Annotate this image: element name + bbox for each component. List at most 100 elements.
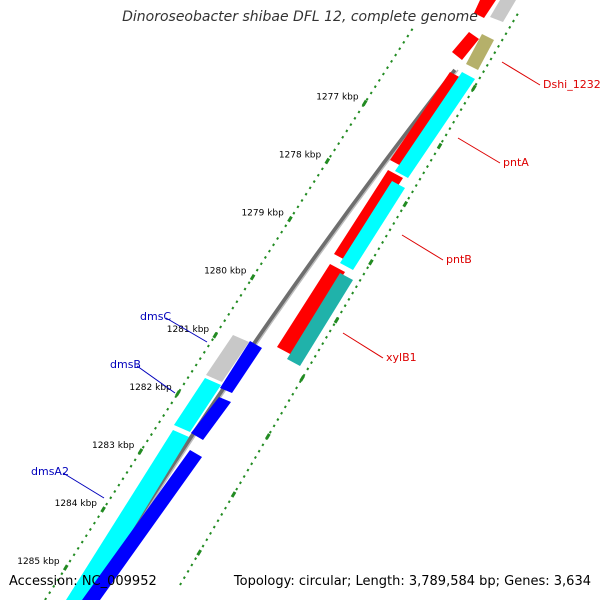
tick-dot [296,205,300,209]
gene-dmsC[interactable] [206,335,249,382]
tick-dot [105,502,109,506]
tick-dot [239,293,243,297]
tick-dot [317,348,321,352]
gene-red-2[interactable] [452,32,479,60]
tick-dot [250,462,254,466]
tick-dot [373,85,377,89]
tick-dot [60,572,64,576]
tick-dot [452,120,456,124]
tick-dot [402,40,406,44]
tick-dot [321,342,325,346]
gene-red-1[interactable] [474,0,496,18]
gene-dms-blue-c[interactable] [220,341,262,393]
tick-dot [497,44,500,48]
gene-Dshi_1232[interactable] [466,34,494,70]
tick-dot [298,380,302,384]
gene-cyan-pntB[interactable] [340,181,405,270]
tick-marks [62,84,477,571]
gene-label-dmsB: dmsB [110,358,141,371]
tick-dot [88,527,92,531]
gene-cyan-pntA[interactable] [395,72,475,178]
tick-dot [504,32,508,36]
tick-dot [72,553,76,557]
gene-dmsA2[interactable] [66,430,189,600]
tick-mark [299,375,305,382]
tick-dot [485,63,489,67]
tick-dot [351,291,355,295]
tick-dot [306,367,310,371]
tick-dot [259,262,263,266]
tick-dot [337,142,341,146]
tick-dot [117,483,121,487]
tick-dot [328,329,332,333]
tick-dot [283,405,287,409]
gene-gray-top[interactable] [490,0,516,22]
tick-dot [310,361,313,365]
tick-dot [76,546,80,550]
tick-label: 1278 kbp [279,151,322,161]
tick-dot [170,401,174,405]
gene-label-pntA: pntA [503,156,529,169]
tick-dot [455,114,459,118]
tick-dot [154,426,157,430]
tick-dot [121,477,125,481]
tick-dot [312,180,316,184]
tick-mark [100,506,106,513]
tick-dot [353,116,357,120]
tick-label: 1277 kbp [316,93,359,103]
tick-dot [268,430,272,434]
tick-dot [179,582,183,586]
tick-label: 1281 kbp [167,325,210,335]
tick-dot [276,236,280,240]
gene-label-dmsC: dmsC [140,310,171,323]
gene-dms-blue-b[interactable] [191,397,231,440]
tick-labels: 1277 kbp 1278 kbp 1279 kbp 1280 kbp 1281 kbp… [17,93,359,568]
label-connector-pntB [401,234,444,261]
tick-mark [230,491,237,498]
tick-dot [80,540,84,544]
gene-label-xylB1: xylB1 [386,351,417,364]
tick-dot [190,563,194,567]
tick-dot [300,199,304,203]
tick-dot [48,591,52,595]
tick-dot [349,123,353,127]
tick-dot [308,186,312,190]
tick-label: 1280 kbp [204,267,247,277]
tick-dot [194,557,198,561]
tick-dot [396,215,399,219]
gene-dmsB[interactable] [174,378,221,432]
tick-dot [162,414,166,418]
tick-dot [125,470,129,475]
accession-label: Accession: NC_009952 [9,574,157,589]
tick-mark [402,200,409,208]
gene-dms-blue-a2[interactable] [82,450,202,600]
tick-dot [238,481,242,485]
tick-dot [373,253,377,257]
tick-dot [381,240,385,244]
genome-info-label: Topology: circular; Length: 3,789,584 bp… [233,574,591,589]
tick-dot [515,13,519,17]
tick-mark [324,157,331,165]
tick-dot [358,278,362,282]
tick-dot [206,344,210,348]
label-connector-Dshi_1232 [501,61,541,86]
tick-dot [253,455,257,460]
gene-red-4[interactable] [277,264,345,355]
tick-dot [68,559,72,563]
tick-dot [512,19,515,23]
tick-dot [377,78,381,82]
tick-dot [109,496,113,500]
label-connector-pntA [457,137,501,164]
tick-dot [141,445,145,449]
tick-dot [113,489,117,493]
tick-dot [410,28,414,32]
gene-xylB1[interactable] [287,273,353,366]
tick-dot [333,148,337,152]
tick-dot [235,300,239,304]
tick-dot [444,133,448,137]
tick-dot [186,569,190,573]
tick-dot [339,310,343,314]
tick-dot [280,230,284,234]
